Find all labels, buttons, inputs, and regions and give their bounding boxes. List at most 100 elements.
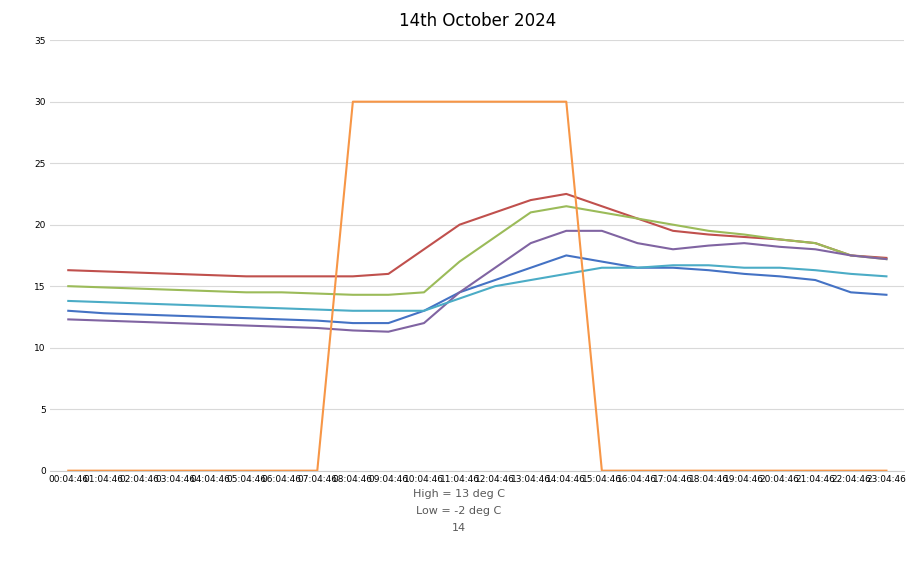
Communty Room [561, 227, 572, 234]
Upstairs Gallery [170, 301, 181, 308]
Event Space [419, 307, 430, 314]
Communty Room [597, 227, 608, 234]
Office [312, 290, 323, 297]
Event Space [276, 316, 287, 323]
Upstairs Gallery [241, 304, 252, 311]
Communty Room [276, 323, 287, 330]
Communty Room [205, 321, 216, 328]
Office [632, 215, 643, 222]
Boiler [170, 467, 181, 474]
Main Library [454, 221, 465, 228]
Boiler [881, 467, 892, 474]
Main Library [241, 273, 252, 280]
Boiler [383, 98, 394, 105]
Office [774, 236, 785, 243]
Upstairs Gallery [347, 307, 358, 314]
Communty Room [98, 317, 109, 324]
Upstairs Gallery [597, 264, 608, 271]
Boiler [347, 98, 358, 105]
Boiler [703, 467, 714, 474]
Office [845, 252, 856, 259]
Boiler [419, 98, 430, 105]
Main Library [561, 191, 572, 197]
Upstairs Gallery [810, 267, 821, 274]
Office [347, 292, 358, 298]
Office [489, 234, 500, 241]
Communty Room [347, 327, 358, 334]
Communty Room [881, 255, 892, 262]
Office [98, 284, 109, 291]
Communty Room [454, 289, 465, 296]
Office [241, 289, 252, 296]
Boiler [561, 98, 572, 105]
Communty Room [810, 246, 821, 253]
Main Library [170, 270, 181, 277]
Upstairs Gallery [845, 270, 856, 277]
Event Space [739, 270, 750, 277]
Event Space [134, 311, 145, 318]
Upstairs Gallery [312, 306, 323, 313]
Communty Room [489, 264, 500, 271]
Title: 14th October 2024: 14th October 2024 [398, 12, 556, 30]
Communty Room [241, 322, 252, 329]
Office [62, 283, 73, 290]
Office [454, 258, 465, 265]
Event Space [347, 320, 358, 327]
Main Library [667, 227, 678, 234]
Boiler [454, 98, 465, 105]
Main Library [419, 246, 430, 253]
Main Library [276, 273, 287, 280]
Communty Room [312, 324, 323, 331]
Main Library [62, 267, 73, 274]
Event Space [62, 307, 73, 314]
Communty Room [134, 319, 145, 325]
Communty Room [383, 328, 394, 335]
Upstairs Gallery [454, 295, 465, 302]
Upstairs Gallery [667, 262, 678, 269]
Upstairs Gallery [774, 264, 785, 271]
Main Library [525, 197, 536, 204]
Event Space [489, 277, 500, 284]
Upstairs Gallery [632, 264, 643, 271]
Communty Room [774, 243, 785, 250]
Boiler [597, 467, 608, 474]
Event Space [98, 310, 109, 317]
Boiler [525, 98, 536, 105]
Main Library [774, 236, 785, 243]
Line: Communty Room: Communty Room [68, 231, 887, 332]
Boiler [632, 467, 643, 474]
Event Space [561, 252, 572, 259]
Office [597, 209, 608, 216]
Main Library [597, 203, 608, 210]
Event Space [241, 315, 252, 321]
Upstairs Gallery [134, 300, 145, 307]
Upstairs Gallery [276, 305, 287, 312]
Communty Room [703, 242, 714, 249]
Communty Room [845, 252, 856, 259]
Upstairs Gallery [561, 270, 572, 277]
Office [134, 285, 145, 292]
Main Library [739, 234, 750, 241]
Main Library [134, 269, 145, 276]
Upstairs Gallery [205, 302, 216, 309]
Main Library [312, 273, 323, 280]
Communty Room [62, 316, 73, 323]
Main Library [881, 254, 892, 261]
Event Space [525, 264, 536, 271]
Upstairs Gallery [703, 262, 714, 269]
Office [276, 289, 287, 296]
Communty Room [739, 240, 750, 247]
Office [739, 231, 750, 238]
Boiler [489, 98, 500, 105]
Event Space [845, 289, 856, 296]
Upstairs Gallery [739, 264, 750, 271]
Communty Room [525, 240, 536, 247]
Event Space [703, 267, 714, 274]
Communty Room [632, 240, 643, 247]
Office [667, 221, 678, 228]
Main Library [632, 215, 643, 222]
Boiler [774, 467, 785, 474]
Event Space [454, 289, 465, 296]
Event Space [774, 273, 785, 280]
Line: Boiler: Boiler [68, 102, 887, 471]
